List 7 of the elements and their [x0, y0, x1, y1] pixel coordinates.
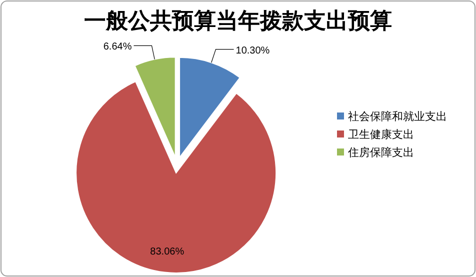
legend-label: 住房保障支出 — [348, 146, 414, 159]
data-label: 10.30% — [236, 45, 270, 56]
data-label: 83.06% — [150, 246, 184, 258]
chart-title: 一般公共预算当年拨款支出预算 — [84, 8, 392, 33]
legend-label: 卫生健康支出 — [348, 128, 414, 141]
data-label: 6.64% — [103, 42, 132, 53]
legend-label: 社会保障和就业支出 — [348, 110, 447, 123]
